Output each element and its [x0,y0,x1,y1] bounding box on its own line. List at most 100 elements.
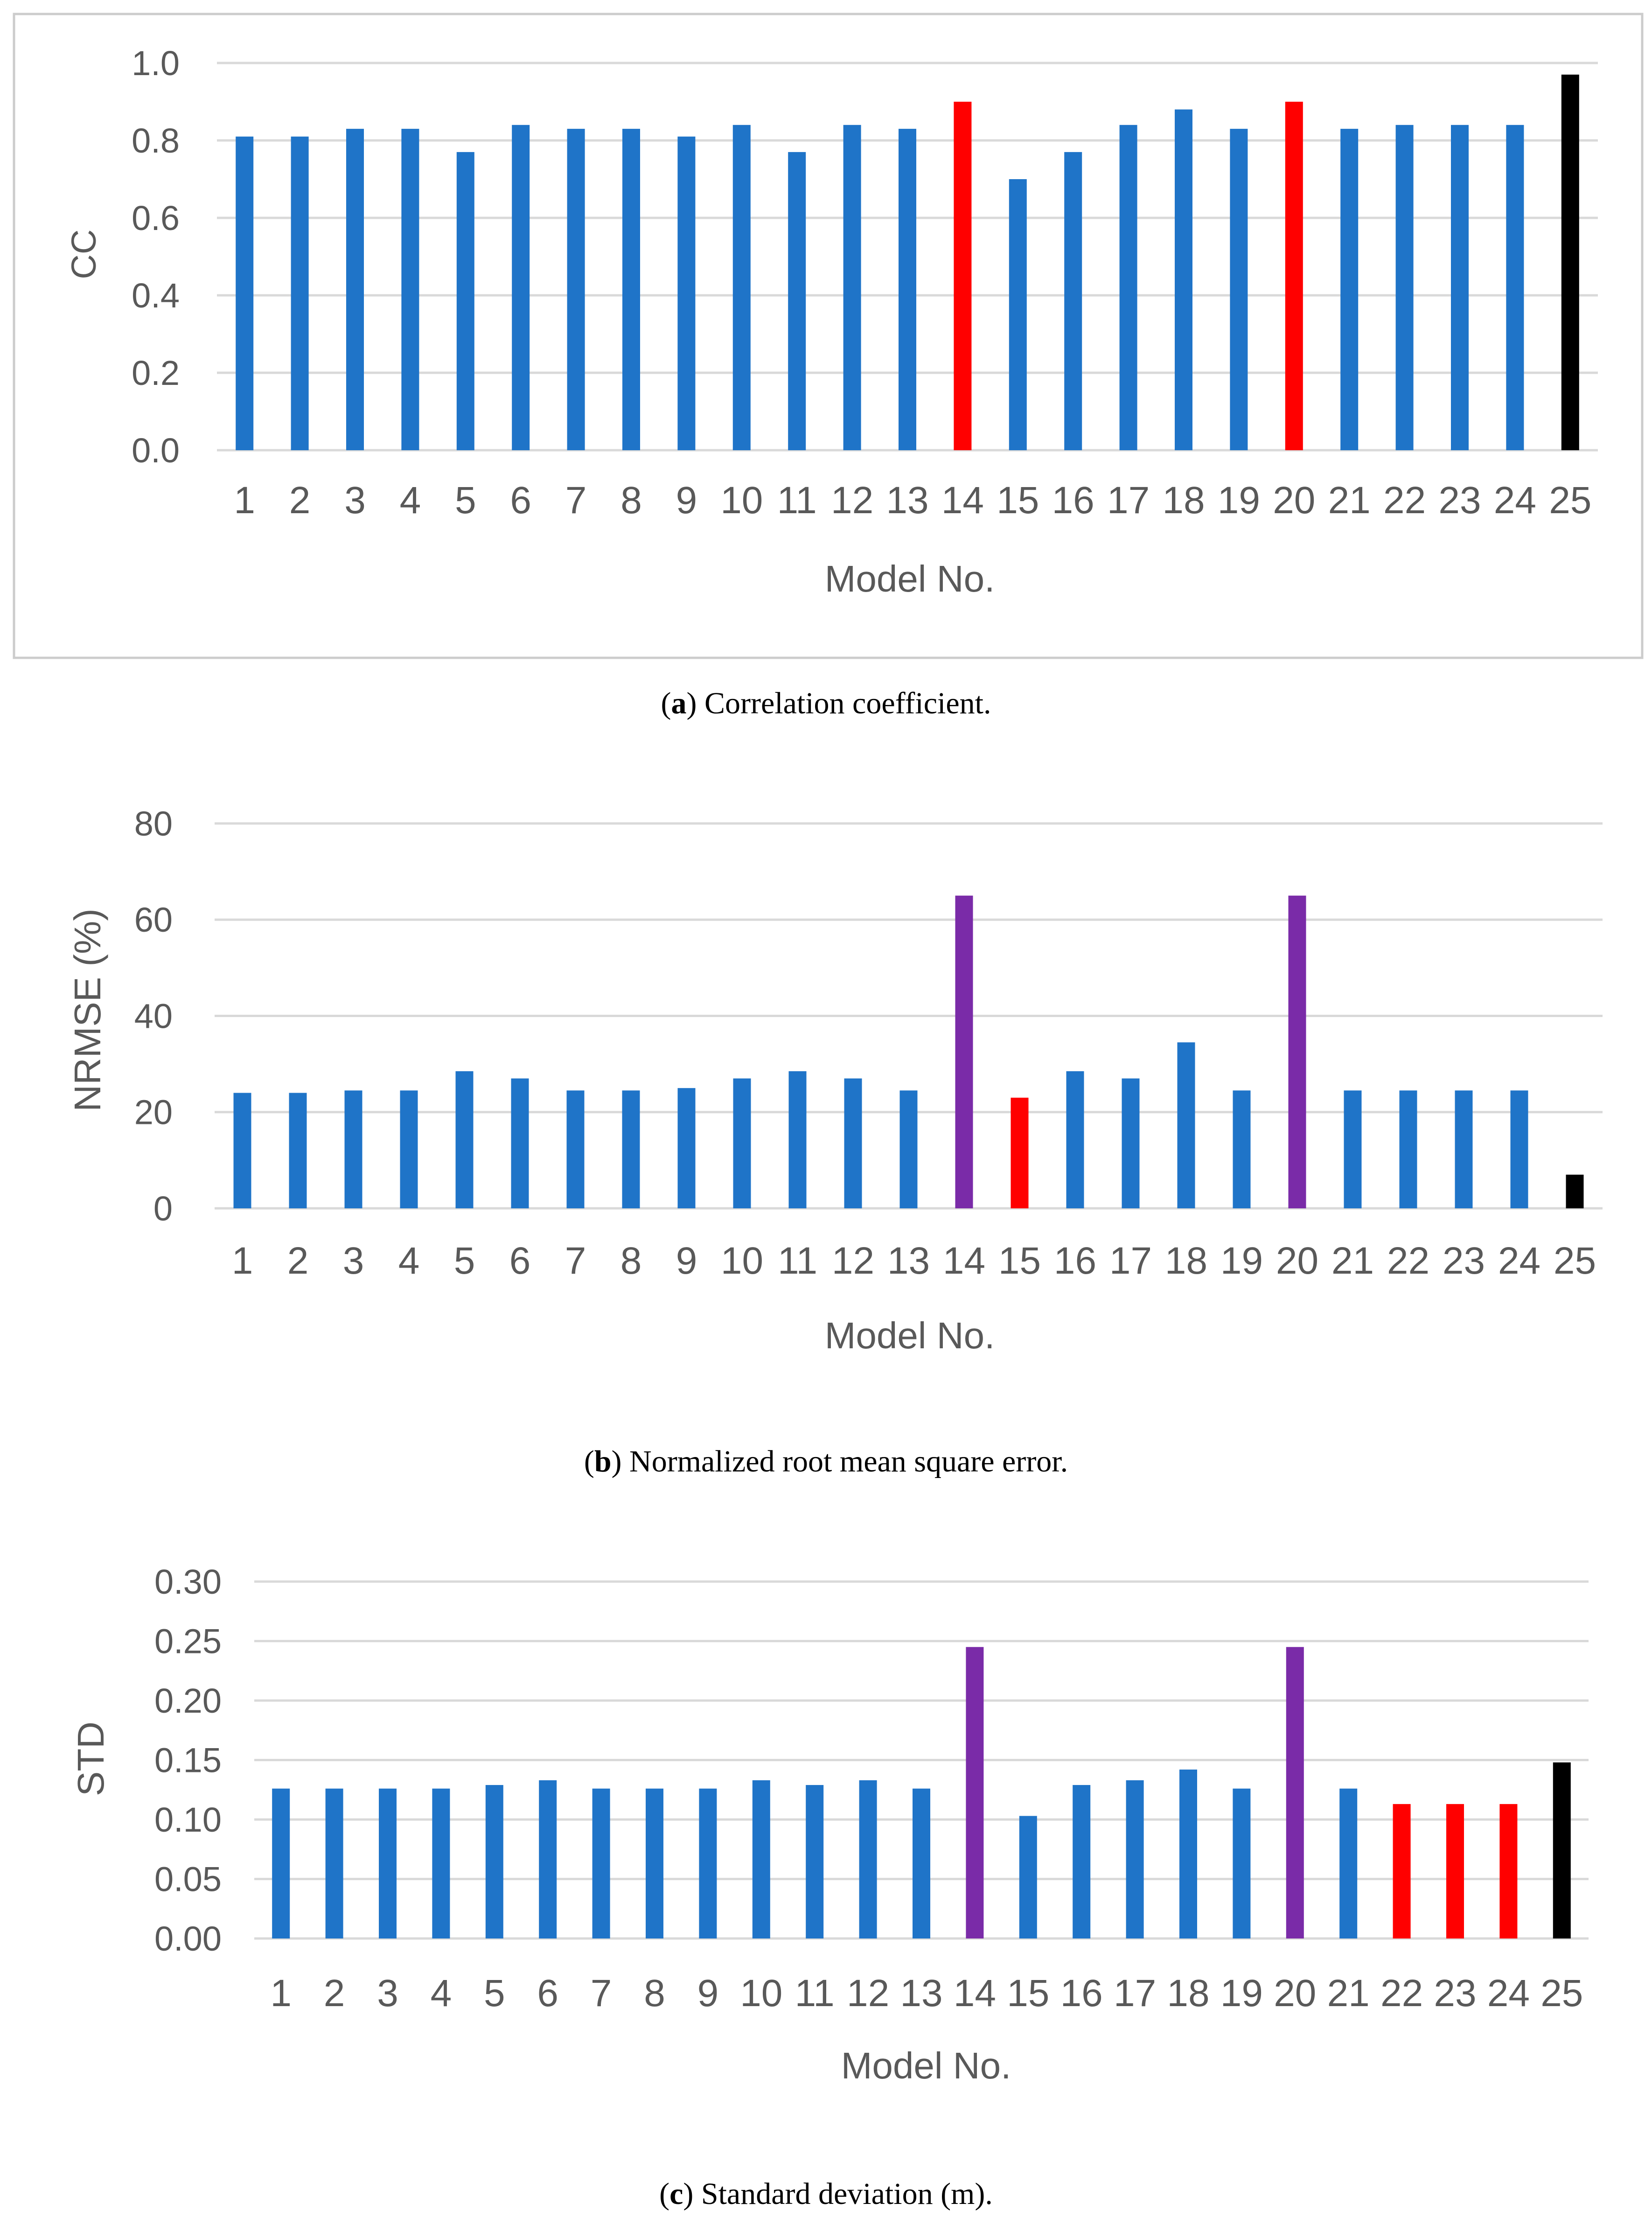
chart-b-xtick-label: 21 [1331,1240,1374,1282]
caption-c-text: Standard deviation (m). [693,2177,993,2211]
chart-c-ytick-label: 0.05 [154,1860,222,1898]
chart-a-xtick-label: 6 [510,479,531,522]
chart-a-bar-3 [346,129,364,451]
chart-c-bar-8 [646,1788,663,1938]
chart-c: 0.000.050.100.150.200.250.30 1 2 3 4 5 6 7 8 9 10… [70,1562,1589,2086]
chart-c-xtick-label: 6 [537,1972,558,2015]
caption-a-text: Correlation coefficient. [697,686,991,720]
chart-a-bar-20 [1285,102,1303,450]
chart-a-ytick-label: 0.6 [132,199,180,237]
chart-a-xlabel: Model No. [825,558,995,600]
chart-b-xtick-label: 11 [778,1240,817,1282]
chart-a-bar-21 [1340,129,1359,451]
chart-b-xtick-label: 18 [1165,1240,1207,1282]
chart-b-bar-20 [1288,895,1306,1208]
chart-c-xtick-label: 5 [484,1972,505,2015]
chart-a-xtick-label: 21 [1328,479,1371,522]
chart-b-bar-2 [289,1093,307,1208]
chart-c-ytick-label: 0.00 [154,1919,222,1958]
chart-b-bar-8 [622,1090,640,1208]
chart-b-xtick-label: 17 [1109,1240,1152,1282]
caption-c-close: ) [683,2177,694,2211]
chart-c-xtick-label: 2 [324,1972,345,2015]
chart-a-ylabel: CC [64,230,103,279]
chart-c-ytick-label: 0.15 [154,1741,222,1779]
chart-a: 0.00.20.40.60.81.0 1 2 3 4 5 6 7 8 9 10 11 12 13 14 15… [13,13,1644,659]
chart-c-xtick-label: 10 [740,1972,782,2015]
caption-a-open: ( [661,686,671,720]
caption-b-text: Normalized root mean square error. [621,1444,1068,1478]
chart-a-xtick-label: 1 [234,479,255,522]
chart-b-bars [233,895,1584,1208]
chart-c-xtick-label: 16 [1060,1972,1103,2015]
chart-a-bar-16 [1064,152,1082,450]
chart-b-xtick-label: 4 [398,1240,420,1282]
chart-a-xtick-label: 15 [997,479,1039,522]
chart-b-bar-11 [788,1071,807,1208]
chart-a-xtick-label: 3 [344,479,366,522]
chart-b-ytick-label: 80 [134,804,173,843]
chart-b-bar-19 [1233,1090,1251,1208]
chart-c-xtick-label: 3 [377,1972,398,2015]
chart-b-bar-1 [233,1093,251,1208]
chart-a-ytick-label: 0.8 [132,121,180,160]
chart-c-xtick-label: 14 [954,1972,996,2015]
caption-b-letter: b [594,1444,612,1478]
chart-c-bar-25 [1553,1762,1571,1938]
chart-b-xtick-label: 6 [509,1240,531,1282]
chart-b-xtick-label: 1 [232,1240,253,1282]
chart-b-bar-23 [1455,1090,1473,1208]
chart-c-xtick-label: 18 [1167,1972,1209,2015]
chart-c-xtick-label: 23 [1434,1972,1476,2015]
chart-b-bar-9 [677,1088,696,1208]
chart-b-ytick-label: 20 [134,1093,173,1132]
chart-b-ytick-label: 0 [153,1189,173,1228]
chart-b-xticks: 1 2 3 4 5 6 7 8 9 10 11 12 13 14 15 16 17 18 19 20 21 22 23 24 2… [232,1240,1596,1282]
chart-a-ytick-label: 0.0 [132,431,180,470]
chart-c-xtick-label: 20 [1274,1972,1316,2015]
chart-a-xtick-label: 14 [941,479,984,522]
caption-b-close: ) [611,1444,622,1478]
chart-b-xtick-label: 14 [943,1240,985,1282]
caption-c: (c) Standard deviation (m). [0,2176,1652,2212]
chart-a-ytick-label: 0.4 [132,276,180,315]
chart-b-yticks: 0 20 40 60 80 [134,804,173,1228]
chart-c-bar-1 [272,1788,290,1938]
chart-c-bar-14 [966,1647,984,1938]
chart-c-bar-24 [1499,1804,1518,1938]
caption-a-close: ) [686,686,697,720]
chart-a-xtick-label: 23 [1438,479,1481,522]
chart-b-bar-25 [1566,1174,1584,1208]
chart-b-bar-16 [1066,1071,1084,1208]
chart-c-xtick-label: 9 [697,1972,719,2015]
chart-c-bar-9 [699,1788,717,1938]
chart-a-bar-23 [1451,125,1469,450]
chart-b-bar-3 [344,1090,362,1208]
chart-b-ytick-label: 40 [134,997,173,1035]
chart-a-bar-2 [291,136,309,450]
chart-b-bar-10 [733,1078,751,1208]
chart-a-xtick-label: 10 [720,479,763,522]
chart-a-xticks: 1 2 3 4 5 6 7 8 9 10 11 12 13 14 15 16 17 18 19 20 21 22 23 24 2… [234,479,1591,522]
chart-b-bar-17 [1122,1078,1140,1208]
chart-a-bar-14 [954,102,972,450]
chart-b-bar-4 [400,1090,418,1208]
chart-b-bar-13 [899,1090,918,1208]
chart-a-bar-5 [456,152,474,450]
chart-a-bar-19 [1230,129,1248,451]
chart-c-bar-21 [1339,1788,1358,1938]
chart-a-xtick-label: 11 [777,479,817,522]
chart-a-bar-9 [677,136,696,450]
caption-b: (b) Normalized root mean square error. [0,1444,1652,1479]
chart-a-bar-25 [1561,74,1579,450]
chart-c-xtick-label: 19 [1220,1972,1263,2015]
chart-c-ytick-label: 0.30 [154,1562,222,1601]
chart-a-xtick-label: 25 [1549,479,1591,522]
chart-c-bar-13 [913,1788,930,1938]
chart-a-bar-11 [788,152,806,450]
chart-a-bar-1 [236,136,254,450]
chart-a-xtick-label: 13 [886,479,928,522]
chart-a-bar-22 [1395,125,1414,450]
chart-b-xtick-label: 22 [1387,1240,1429,1282]
